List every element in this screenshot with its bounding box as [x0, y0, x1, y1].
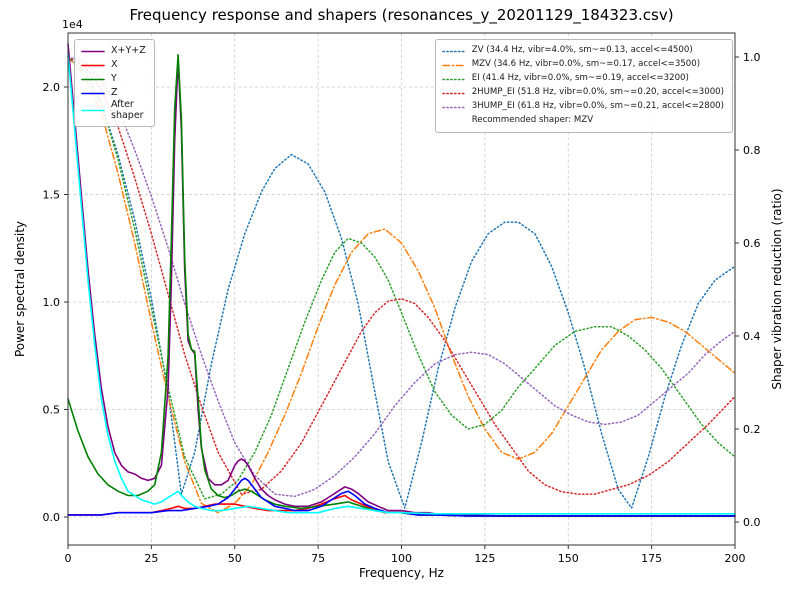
x-tick-label: 200 — [725, 552, 746, 565]
left-y-tick-label: 1.0 — [43, 296, 61, 309]
x-axis-label: Frequency, Hz — [359, 566, 444, 580]
x-tick-label: 125 — [474, 552, 495, 565]
legend-item: MZV (34.6 Hz, vibr=0.0%, sm~=0.17, accel… — [441, 58, 724, 72]
legend-item: After shaper — [81, 99, 146, 122]
left-axis-multiplier: 1e4 — [62, 18, 83, 31]
series-zv — [67, 56, 736, 509]
legend-item: X+Y+Z — [81, 44, 146, 58]
legend-item: EI (41.4 Hz, vibr=0.0%, sm~=0.19, accel<… — [441, 72, 724, 86]
x-tick-label: 0 — [65, 552, 72, 565]
curves — [67, 43, 736, 517]
left-y-tick-label: 0.0 — [43, 511, 61, 524]
x-tick-label: 50 — [228, 552, 242, 565]
legend-line-swatch — [441, 64, 466, 66]
legend-item: Recommended shaper: MZV — [442, 114, 724, 128]
legend-label: X+Y+Z — [111, 44, 146, 56]
series-after-shaper — [67, 53, 736, 515]
legend-swatch-spacer — [442, 116, 466, 127]
legend-label: 2HUMP_EI (51.8 Hz, vibr=0.0%, sm~=0.20, … — [471, 87, 724, 98]
legend-item: X — [81, 58, 146, 72]
legend-label: EI (41.4 Hz, vibr=0.0%, sm~=0.19, accel<… — [471, 73, 689, 84]
legend-line-swatch — [81, 92, 105, 94]
legend-line-swatch — [441, 50, 466, 52]
legend-label: Y — [111, 72, 117, 84]
legend-item: Y — [81, 72, 146, 86]
legend-line-swatch — [441, 92, 466, 94]
series-2hump_ei — [67, 56, 736, 495]
right-y-tick-label: 0.4 — [743, 330, 761, 343]
chart-title: Frequency response and shapers (resonanc… — [129, 6, 674, 24]
left-y-tick-label: 0.5 — [43, 404, 61, 417]
x-tick-label: 100 — [391, 552, 412, 565]
left-y-tick-label: 1.5 — [43, 189, 61, 202]
legend-label: 3HUMP_EI (61.8 Hz, vibr=0.0%, sm~=0.21, … — [471, 101, 724, 112]
legend-label: MZV (34.6 Hz, vibr=0.0%, sm~=0.17, accel… — [471, 59, 701, 70]
left-y-axis-label: Power spectral density — [13, 220, 27, 358]
x-tick-label: 150 — [558, 552, 579, 565]
legend-line-swatch — [81, 78, 105, 80]
legend-line-swatch — [81, 110, 105, 112]
psd-legend: X+Y+Z X Y Z After shaper — [74, 39, 155, 127]
right-y-tick-label: 0.8 — [743, 144, 761, 157]
right-y-tick-label: 0.0 — [743, 516, 761, 529]
legend-label: Recommended shaper: MZV — [471, 115, 594, 126]
shaper-legend: ZV (34.4 Hz, vibr=4.0%, sm~=0.13, accel<… — [434, 39, 733, 133]
right-y-tick-label: 1.0 — [743, 51, 761, 64]
right-y-axis-label: Shaper vibration reduction (ratio) — [770, 188, 784, 390]
legend-item: 2HUMP_EI (51.8 Hz, vibr=0.0%, sm~=0.20, … — [441, 86, 724, 100]
legend-line-swatch — [441, 78, 466, 80]
legend-line-swatch — [441, 106, 466, 108]
legend-item: ZV (34.4 Hz, vibr=4.0%, sm~=0.13, accel<… — [441, 44, 724, 58]
right-y-tick-label: 0.2 — [743, 423, 761, 436]
left-y-tick-label: 2.0 — [43, 81, 61, 94]
legend-line-swatch — [81, 64, 105, 66]
legend-label: Z — [111, 86, 118, 98]
axis-ticks — [64, 56, 739, 549]
x-tick-label: 75 — [311, 552, 325, 565]
x-tick-label: 25 — [144, 552, 158, 565]
legend-line-swatch — [81, 50, 105, 52]
right-y-tick-label: 0.6 — [743, 237, 761, 250]
legend-label: After shaper — [111, 99, 144, 121]
legend-label: X — [111, 58, 118, 70]
legend-item: Z — [81, 86, 146, 100]
series-ei — [67, 56, 736, 500]
series-mzv — [67, 56, 736, 514]
x-tick-label: 175 — [641, 552, 662, 565]
series-3hump_ei — [67, 56, 736, 498]
series-x-y-z — [67, 43, 736, 517]
legend-label: ZV (34.4 Hz, vibr=4.0%, sm~=0.13, accel<… — [471, 45, 693, 56]
legend-item: 3HUMP_EI (61.8 Hz, vibr=0.0%, sm~=0.21, … — [441, 100, 724, 114]
axis-tick-labels: 0 25 50 75 100 125 150 175 200 0.0 0.5 1.0 1.5 2.0 0.0… — [43, 51, 761, 565]
